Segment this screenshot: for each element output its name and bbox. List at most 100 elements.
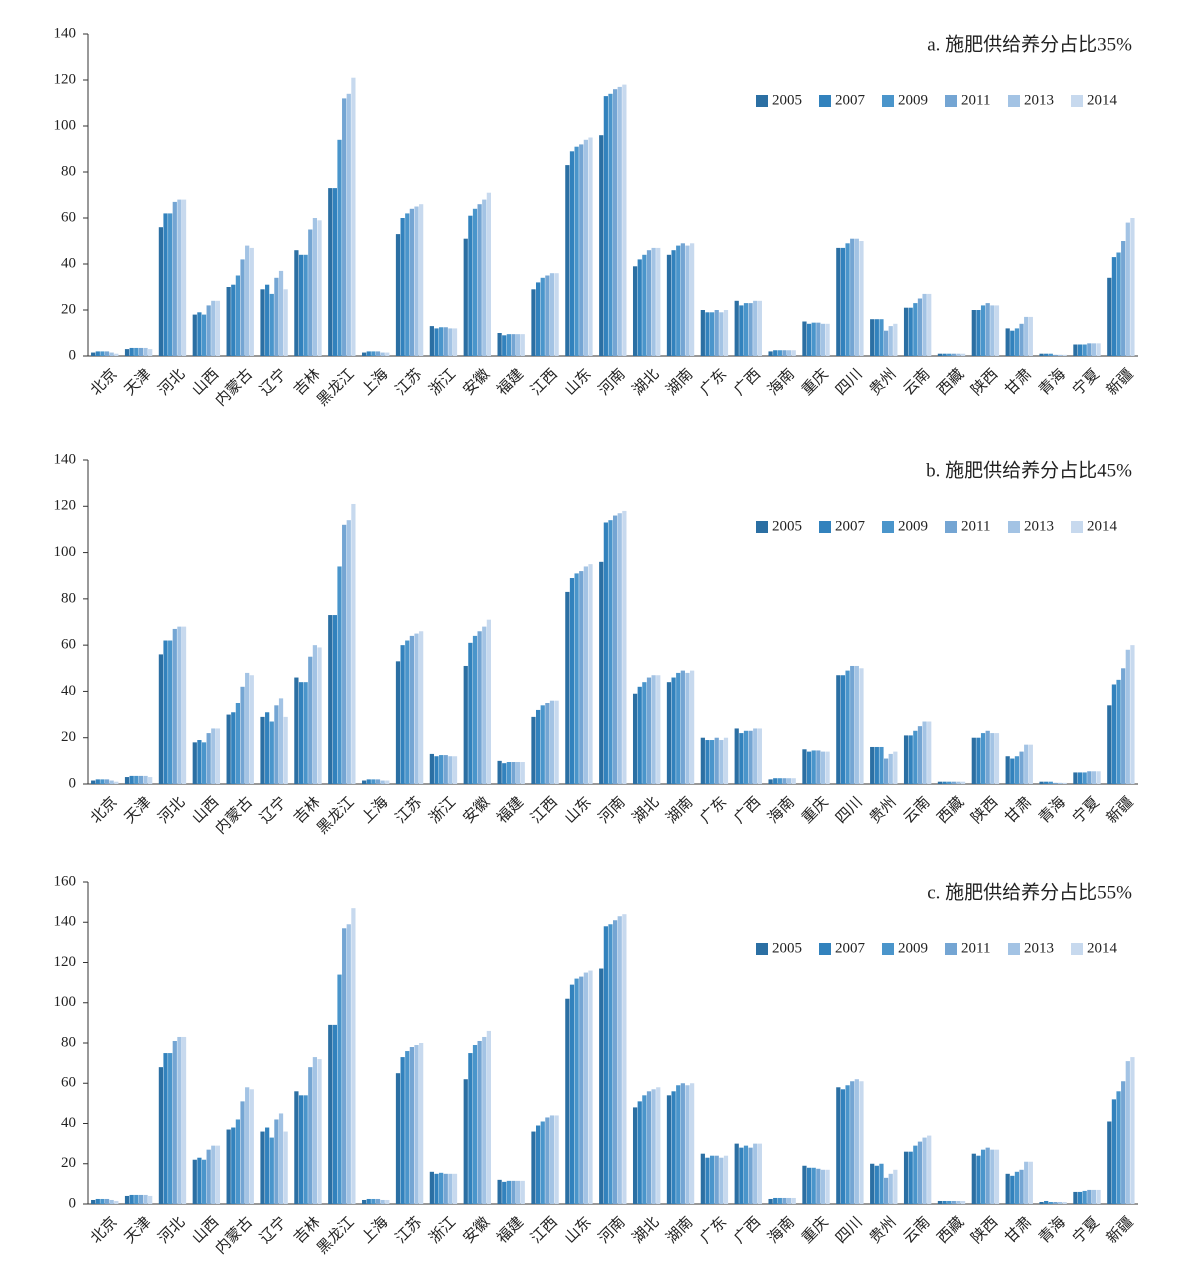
- bar: [549, 1115, 555, 1204]
- bar: [303, 682, 308, 784]
- x-tick-label: 内蒙古: [212, 1214, 256, 1258]
- bar: [192, 742, 197, 784]
- bar: [719, 312, 724, 356]
- bar: [502, 763, 507, 784]
- bar: [434, 328, 439, 356]
- bar: [380, 352, 385, 356]
- bar: [739, 733, 744, 784]
- bar: [836, 247, 841, 356]
- bar: [583, 972, 588, 1204]
- bar: [666, 254, 672, 356]
- x-tick-label: 四川: [833, 1214, 866, 1247]
- bar: [642, 682, 647, 784]
- bar: [1024, 316, 1029, 356]
- x-tick-label: 西藏: [934, 366, 967, 399]
- bar: [825, 751, 830, 784]
- bar: [540, 1121, 545, 1204]
- x-tick-label: 福建: [494, 794, 527, 827]
- bar: [879, 1163, 884, 1204]
- bar: [158, 654, 164, 784]
- bar: [569, 984, 575, 1204]
- bar: [434, 756, 439, 784]
- bar: [976, 310, 981, 356]
- bar: [231, 284, 236, 356]
- legend-swatch: [882, 521, 894, 533]
- bar: [773, 1197, 778, 1204]
- x-tick-label: 西藏: [934, 1214, 967, 1247]
- bar: [380, 780, 385, 784]
- bar: [1053, 1201, 1058, 1204]
- bar: [472, 208, 478, 356]
- bar: [385, 780, 390, 784]
- bar: [206, 305, 211, 356]
- bar: [201, 314, 207, 356]
- x-tick-label: 云南: [900, 794, 933, 827]
- bar: [100, 351, 105, 356]
- bar: [511, 762, 516, 784]
- bar: [1019, 1169, 1024, 1204]
- x-tick-label: 湖北: [629, 366, 662, 399]
- bar: [249, 247, 254, 356]
- x-tick-label: 新疆: [1103, 1214, 1136, 1247]
- bar: [748, 1147, 753, 1204]
- bar: [1077, 344, 1083, 356]
- y-tick-label: 60: [61, 1075, 76, 1091]
- y-tick-label: 0: [69, 775, 77, 791]
- bar: [472, 1045, 478, 1204]
- bar: [148, 349, 153, 356]
- bar: [646, 677, 652, 784]
- bar: [134, 775, 139, 784]
- bar: [104, 351, 110, 356]
- bar: [211, 728, 216, 784]
- bar: [1005, 1173, 1010, 1204]
- legend-swatch: [882, 943, 894, 955]
- bar: [1111, 1099, 1117, 1204]
- bar: [468, 215, 473, 356]
- bar: [1125, 649, 1130, 784]
- bar: [531, 289, 536, 356]
- x-tick-label: 西藏: [934, 794, 967, 827]
- bar: [400, 1057, 405, 1204]
- bar: [434, 1173, 439, 1204]
- bar: [700, 310, 705, 356]
- bar: [448, 756, 453, 784]
- bar: [816, 750, 821, 784]
- bar: [371, 351, 376, 356]
- legend-swatch: [1008, 95, 1020, 107]
- bar: [811, 750, 816, 784]
- bar: [240, 686, 245, 784]
- bar: [1130, 645, 1135, 784]
- bar: [317, 1059, 322, 1204]
- bar: [249, 675, 254, 784]
- bar: [197, 312, 202, 356]
- bar: [859, 1081, 864, 1204]
- bar: [608, 924, 613, 1204]
- bar: [777, 778, 782, 784]
- bar: [443, 755, 448, 784]
- legend-swatch: [1071, 521, 1083, 533]
- bar: [603, 926, 608, 1204]
- y-tick-label: 160: [54, 873, 77, 889]
- y-tick-label: 40: [61, 683, 76, 699]
- bar: [709, 1155, 715, 1204]
- bar: [385, 352, 390, 356]
- x-tick-label: 山东: [561, 794, 594, 827]
- x-tick-label: 山东: [561, 1214, 594, 1247]
- bar: [308, 656, 313, 784]
- bar: [181, 199, 187, 356]
- bar: [366, 1198, 371, 1204]
- x-tick-label: 黑龙江: [314, 1214, 358, 1258]
- bar: [91, 352, 96, 356]
- x-tick-label: 安徽: [460, 1214, 493, 1247]
- bar: [240, 1101, 245, 1204]
- y-tick-label: 20: [61, 1155, 76, 1171]
- bar: [328, 1024, 333, 1204]
- x-tick-label: 海南: [765, 794, 798, 827]
- x-tick-label: 重庆: [799, 1214, 832, 1247]
- bar: [646, 1091, 652, 1204]
- legend-label: 2005: [772, 940, 802, 956]
- legend-swatch: [945, 95, 957, 107]
- chart-title: a. 施肥供给养分占比35%: [927, 33, 1132, 55]
- bar: [603, 522, 608, 784]
- bar: [129, 775, 134, 784]
